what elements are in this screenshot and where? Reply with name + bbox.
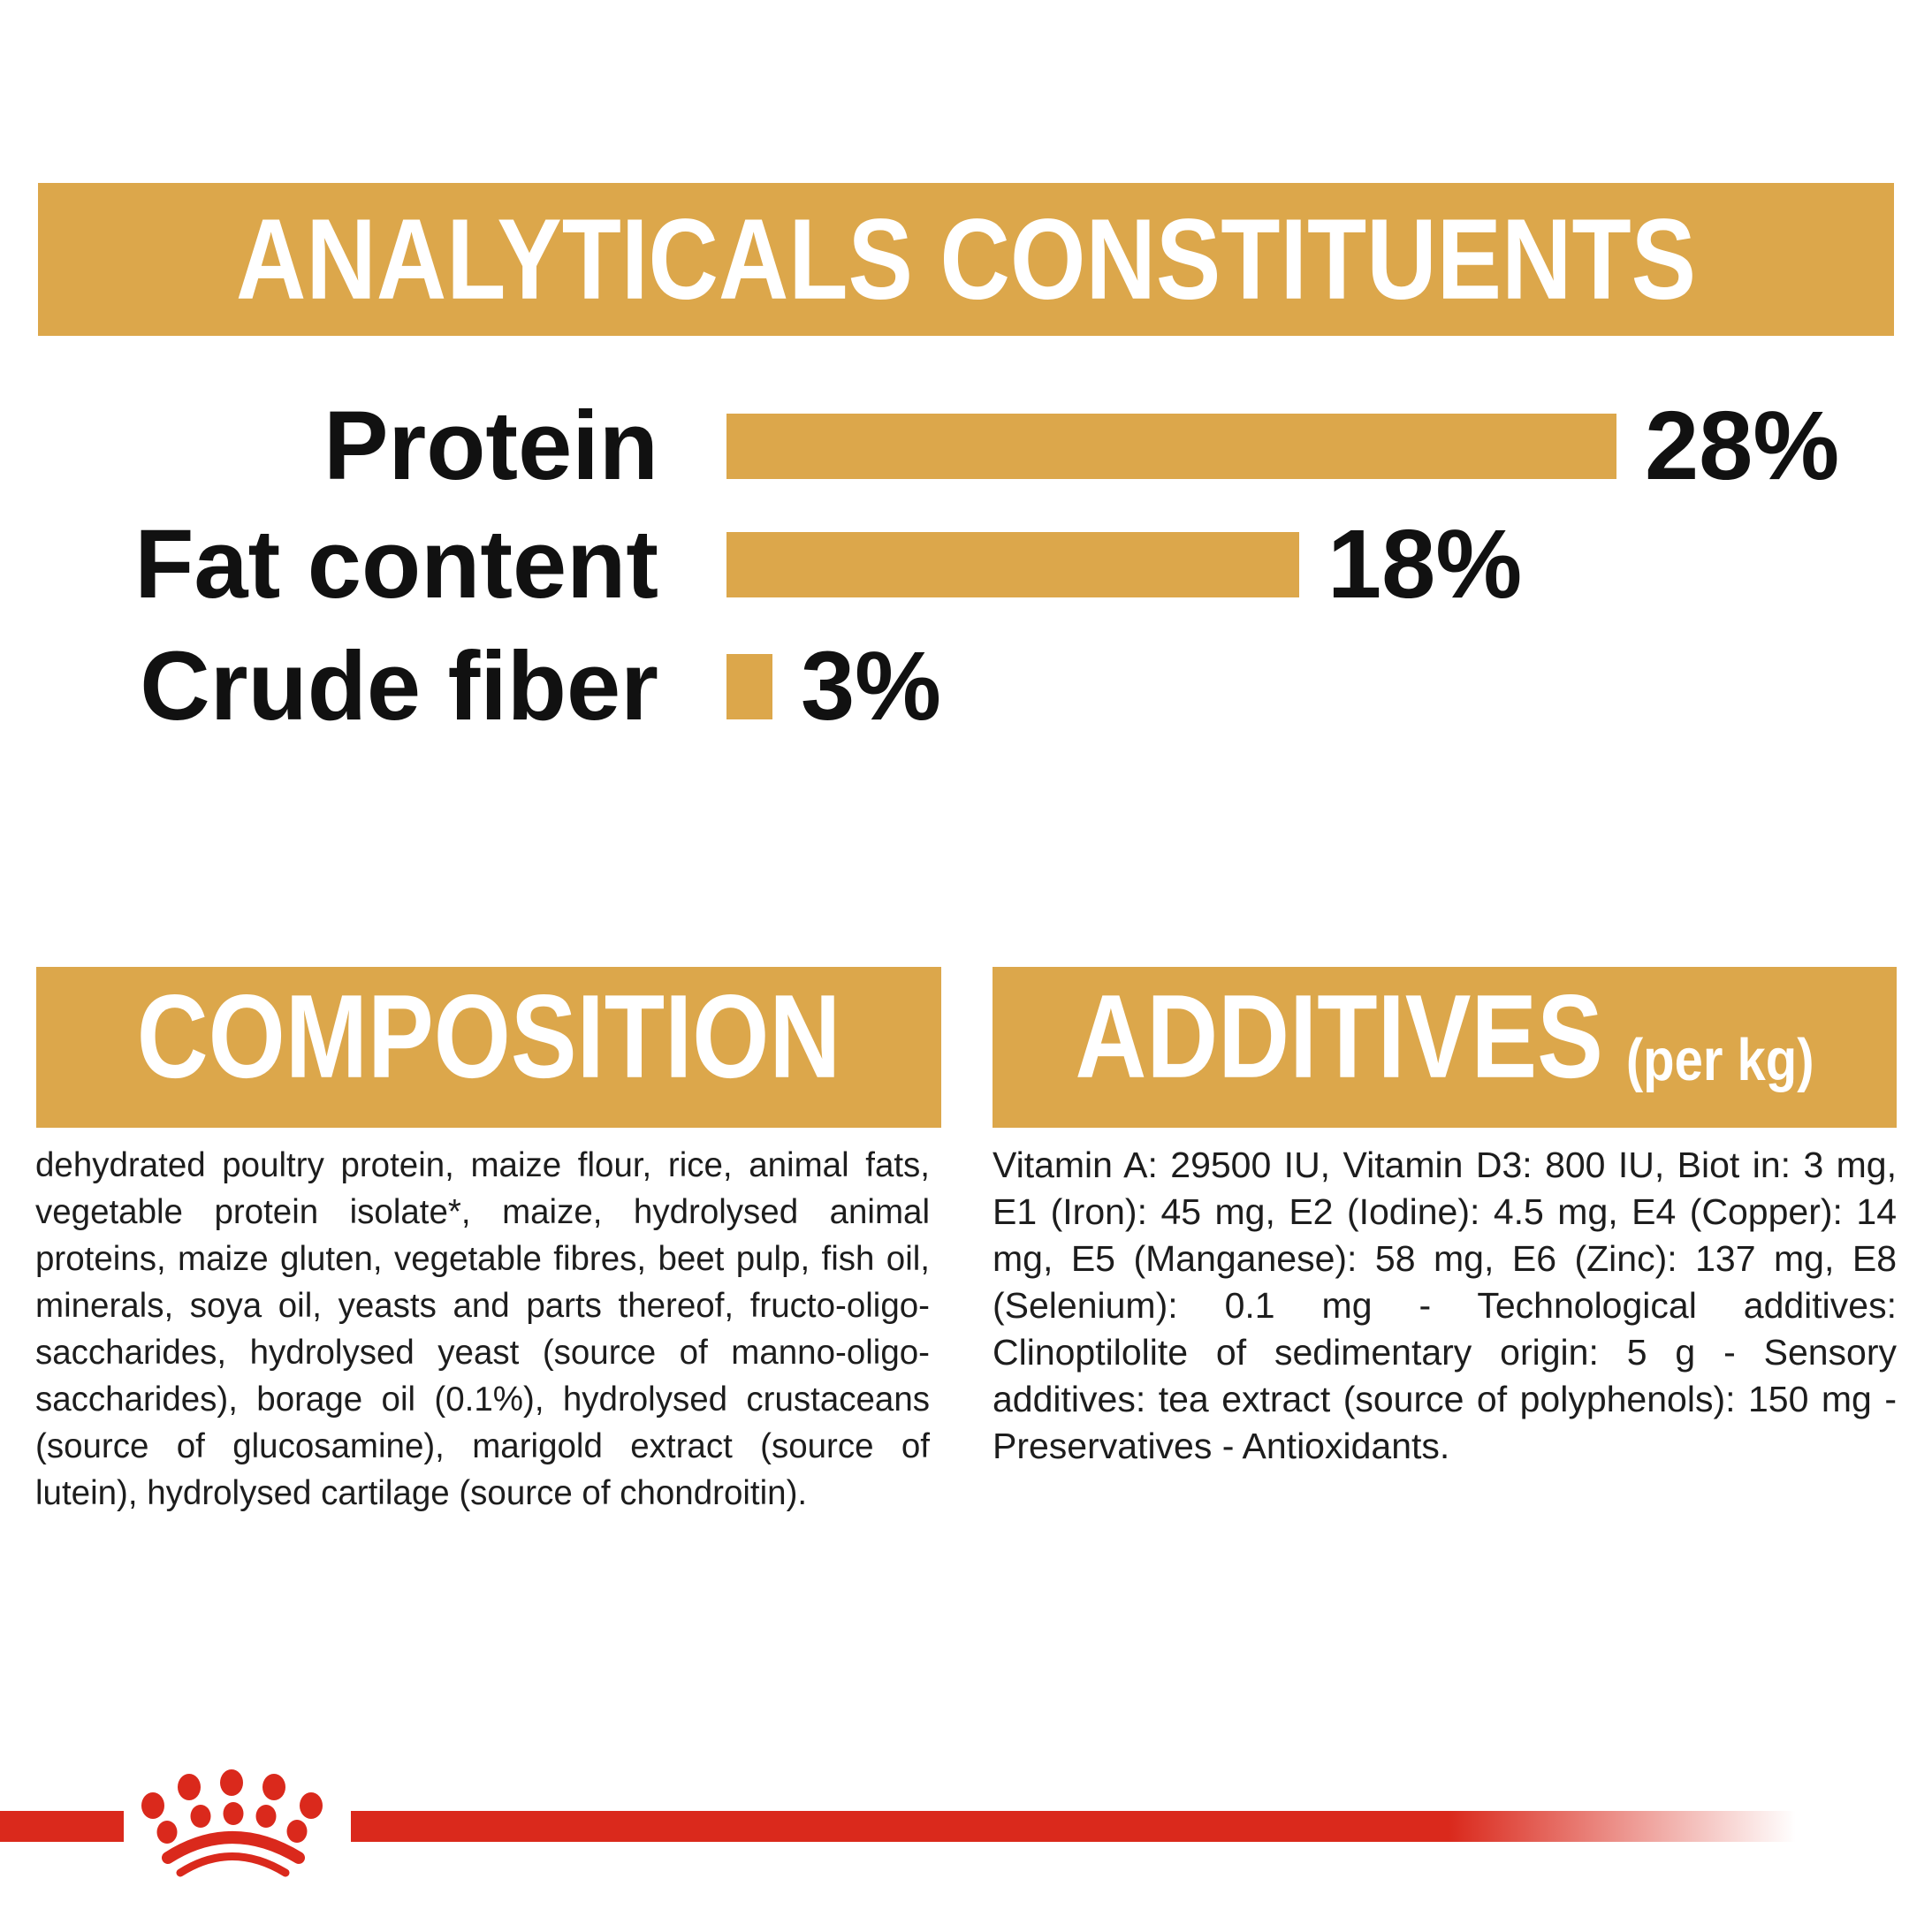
composition-body: dehydrated poultry protein, maize flour,… [35, 1146, 930, 1512]
composition-title: COMPOSITION [136, 970, 841, 1103]
chart-label: Protein [323, 392, 658, 500]
chart-bar [726, 532, 1299, 597]
chart-value: 28% [1645, 392, 1840, 500]
analyticals-banner: ANALYTICALS CONSTITUENTS [38, 183, 1894, 336]
chart-bar [726, 414, 1616, 479]
additives-banner: ADDITIVES (per kg) [993, 967, 1897, 1128]
analyticals-title: ANALYTICALS CONSTITUENTS [235, 194, 1697, 324]
chart-bar [726, 654, 772, 719]
additives-unit-label: (per kg) [1625, 1026, 1814, 1093]
chart-value: 18% [1327, 510, 1523, 619]
footer-divider-left [0, 1811, 124, 1842]
chart-row-protein: Protein 28% [0, 392, 1932, 500]
additives-title: ADDITIVES [1075, 970, 1603, 1103]
chart-label: Crude fiber [140, 632, 658, 741]
chart-row-crude-fiber: Crude fiber 3% [0, 632, 1932, 741]
chart-label: Fat content [134, 510, 658, 619]
chart-value: 3% [801, 632, 941, 741]
composition-banner: COMPOSITION [36, 967, 941, 1128]
footer-divider-right [351, 1811, 1796, 1842]
chart-row-fat-content: Fat content 18% [0, 510, 1932, 619]
analyticals-chart: Protein 28% Fat content 18% Crude fiber … [0, 0, 1932, 795]
additives-body: Vitamin A: 29500 IU, Vitamin D3: 800 IU,… [993, 1145, 1897, 1466]
royal-canin-crown-icon [141, 1769, 323, 1877]
